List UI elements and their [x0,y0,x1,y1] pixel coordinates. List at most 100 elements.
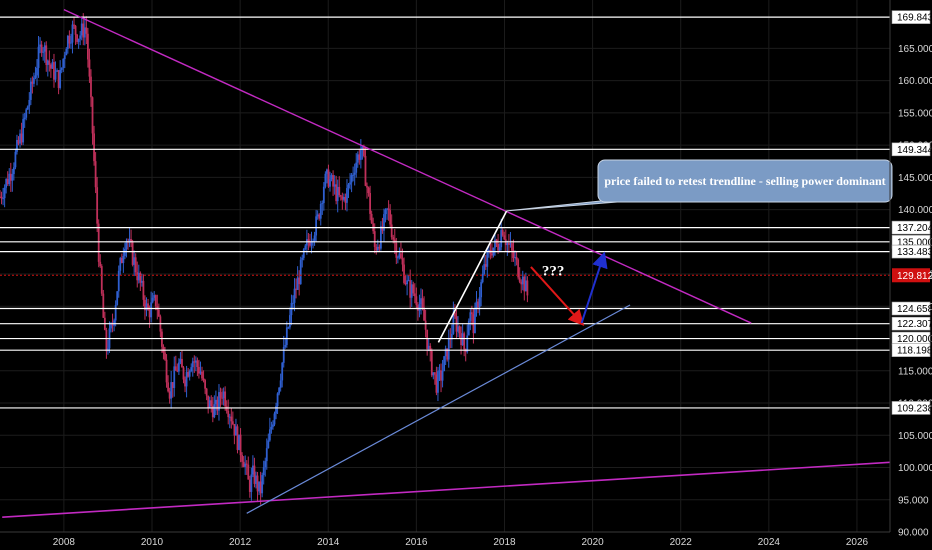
candle-body [454,312,456,317]
candle-body [500,230,503,248]
x-tick-label: 2010 [141,537,164,548]
candle-body [213,404,216,418]
candle-body [221,397,223,399]
candle-body [313,235,316,241]
candle-body [96,187,99,224]
candle-body [177,362,180,372]
candle-body [353,172,356,175]
candle-body [444,348,447,357]
candle-body [230,416,233,422]
candle-body [207,395,210,409]
y-tick-label: 100.000 [898,463,932,474]
candle-body [438,370,441,372]
drop-arrow [530,266,585,327]
candle-body [191,361,194,368]
candle-body [491,253,493,256]
price-axis[interactable]: 90.00095.000100.000105.000110.000115.000… [889,0,932,539]
candle-body [20,133,23,143]
candle-body [310,241,313,246]
trendline-upper [63,9,752,324]
candle-body [157,309,160,317]
candle-body [321,203,324,205]
candle-body [62,58,65,68]
candle-body [390,224,393,238]
candle-body [302,249,305,258]
candle-body [344,196,347,203]
candle-body [520,281,523,285]
candle-body [133,257,136,265]
candle-body [144,299,146,311]
candle-body [57,70,60,88]
level-price-tag [891,301,931,316]
candle-body [198,366,200,374]
candle-body [352,174,355,176]
candle-body [116,291,119,306]
candle-body [76,34,79,42]
candle-body [393,239,396,243]
candle-body [259,481,262,494]
candle-body [437,371,439,393]
y-tick-label: 95.000 [898,495,929,506]
level-price-label: 169.843 [897,13,932,24]
candle-body [316,214,319,217]
y-tick-label: 155.000 [898,108,932,119]
candle-body [358,154,361,160]
candle-body [498,247,501,251]
level-price-label: 118.198 [897,346,932,357]
candle-body [481,273,484,283]
candle-body [335,184,338,202]
candle-body [296,277,299,290]
candle-body [3,187,6,199]
candle-body [441,371,444,381]
candle-body [136,272,139,281]
candle-body [9,173,12,181]
candle-body [424,320,427,330]
candle-body [231,421,234,425]
candle-body [114,305,117,321]
candle-body [503,235,506,240]
candle-body [201,371,203,379]
level-price-tag [891,316,931,331]
candle-body [524,280,527,292]
candle-body [332,175,334,187]
candle-body [501,230,504,236]
candle-body [100,266,103,294]
candle-body [46,60,49,65]
candle-body [37,46,40,68]
candle-body [336,186,339,202]
candle-series [0,13,529,505]
candle-body [216,399,219,411]
candle-body [261,475,264,494]
time-axis[interactable]: 2008 2010 2012 2014 2016 2018 2020 2022 2024 2026 [0,531,890,548]
projection-arrows[interactable] [530,251,608,327]
candle-body [361,146,364,151]
candle-body [165,359,168,383]
candle-body [86,33,89,60]
candle-body [88,59,91,77]
candle-body [293,288,296,303]
candle-body [196,360,199,367]
annotations: ??? price failed to retest trendline - se… [506,159,893,279]
candle-body [31,81,34,84]
candle-body [120,258,123,264]
candle-body [250,474,253,492]
candle-body [6,178,9,185]
candle-body [151,297,154,303]
bounce-arrow [580,251,608,324]
candle-body [417,305,419,311]
candle-body [461,333,464,346]
level-price-tag [891,244,931,259]
level-price-label: 133.483 [897,247,932,258]
candle-body [164,352,166,360]
candle-body [404,282,407,285]
horizontal-levels[interactable] [0,16,890,409]
level-price-label: 109.238 [897,403,932,414]
candle-body [28,99,31,107]
candle-body [443,356,446,372]
candle-body [383,214,385,231]
x-tick-label: 2020 [581,537,604,548]
candle-body [487,249,490,252]
candle-body [39,44,41,47]
trendlines[interactable] [2,9,891,518]
